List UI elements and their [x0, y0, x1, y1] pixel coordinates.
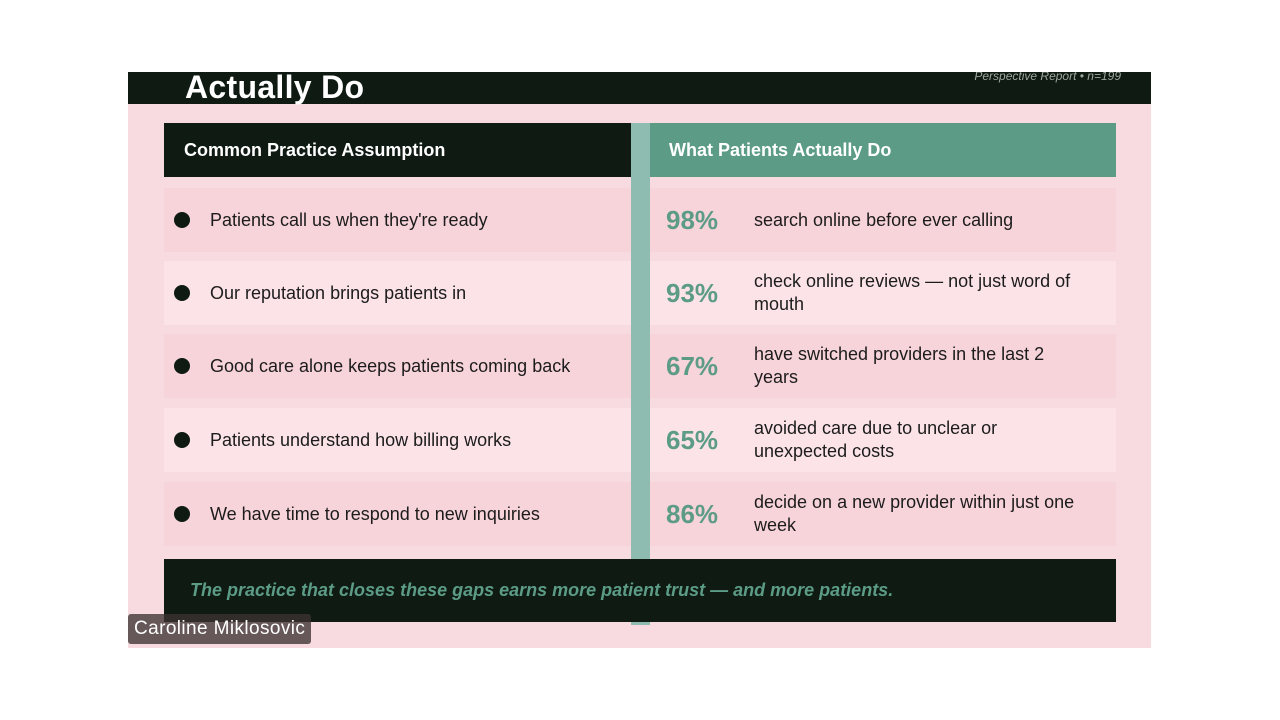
reality-column-header: What Patients Actually Do	[650, 123, 1116, 177]
presentation-slide: Actually Do Perspective Report • n=199 C…	[128, 72, 1151, 648]
assumption-text: We have time to respond to new inquiries	[210, 504, 540, 524]
reality-row: 65% avoided care due to unclear or unexp…	[650, 408, 1116, 472]
reality-row: 93% check online reviews — not just word…	[650, 261, 1116, 325]
assumption-row: Patients call us when they're ready	[164, 188, 631, 252]
assumption-row: We have time to respond to new inquiries	[164, 482, 631, 546]
reality-text: have switched providers in the last 2 ye…	[754, 344, 1045, 387]
stat-value: 67%	[666, 350, 719, 381]
assumption-text: Our reputation brings patients in	[210, 283, 467, 303]
assumption-text: Good care alone keeps patients coming ba…	[210, 356, 571, 376]
assumption-row: Patients understand how billing works	[164, 408, 631, 472]
bullet-icon	[174, 506, 190, 522]
reality-text: decide on a new provider within just one…	[754, 492, 1075, 535]
stat-value: 98%	[666, 204, 719, 235]
column-divider	[631, 123, 650, 625]
reality-text: search online before ever calling	[754, 209, 1014, 230]
stat-value: 86%	[666, 498, 719, 529]
slide-title: Actually Do	[185, 72, 365, 105]
assumption-text: Patients understand how billing works	[210, 430, 512, 450]
bullet-icon	[174, 285, 190, 301]
stat-value: 65%	[666, 424, 719, 455]
takeaway-banner: The practice that closes these gaps earn…	[164, 559, 1116, 622]
bullet-icon	[174, 358, 190, 374]
assumption-row: Our reputation brings patients in	[164, 261, 631, 325]
source-note: Perspective Report • n=199	[974, 72, 1121, 83]
participant-name-tag: Caroline Miklosovic	[128, 614, 312, 644]
bullet-icon	[174, 212, 190, 228]
reality-row: 86% decide on a new provider within just…	[650, 482, 1116, 546]
bullet-icon	[174, 432, 190, 448]
reality-row: 98% search online before ever calling	[650, 188, 1116, 252]
reality-text: avoided care due to unclear or unexpecte…	[754, 418, 998, 461]
reality-text: check online reviews — not just word of …	[754, 271, 1071, 314]
assumption-column-header: Common Practice Assumption	[164, 123, 631, 177]
stat-value: 93%	[666, 277, 719, 308]
title-bar: Actually Do Perspective Report • n=199	[128, 72, 1151, 105]
assumption-text: Patients call us when they're ready	[210, 210, 488, 230]
assumption-row: Good care alone keeps patients coming ba…	[164, 334, 631, 398]
reality-row: 67% have switched providers in the last …	[650, 334, 1116, 398]
